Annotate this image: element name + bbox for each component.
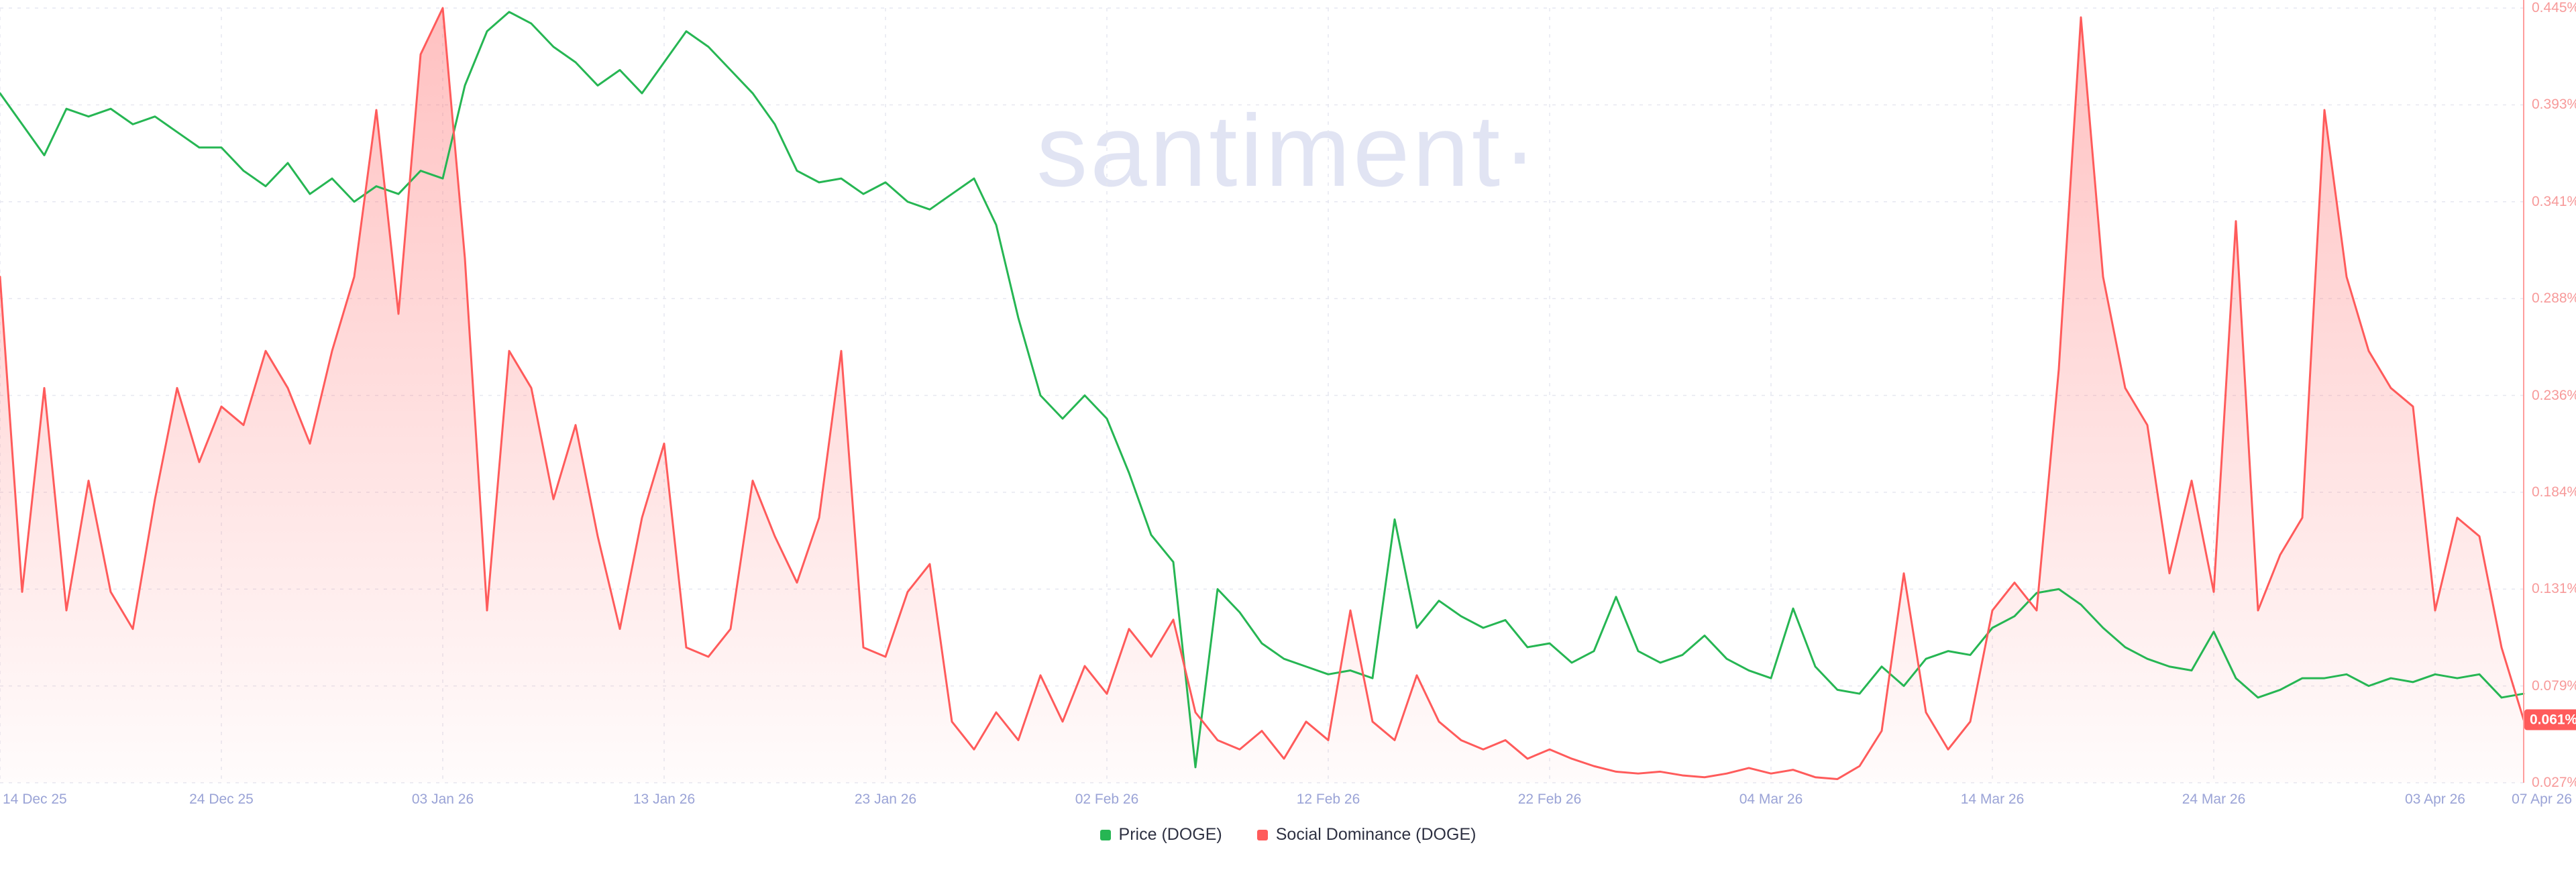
legend: Price (DOGE) Social Dominance (DOGE) [0,825,2576,844]
price-legend-swatch-icon [1099,829,1111,840]
legend-label: Price (DOGE) [1118,825,1222,844]
social-dominance-line [0,7,2525,780]
current-value-badge: 0.061% [2524,709,2576,730]
social-dominance-legend-swatch-icon [1256,829,1268,840]
legend-label: Social Dominance (DOGE) [1275,825,1477,844]
legend-item-social-dominance[interactable]: Social Dominance (DOGE) [1256,825,1477,844]
price-line [0,11,2525,769]
social-dominance-area [0,8,2524,783]
legend-item-price[interactable]: Price (DOGE) [1099,825,1222,844]
